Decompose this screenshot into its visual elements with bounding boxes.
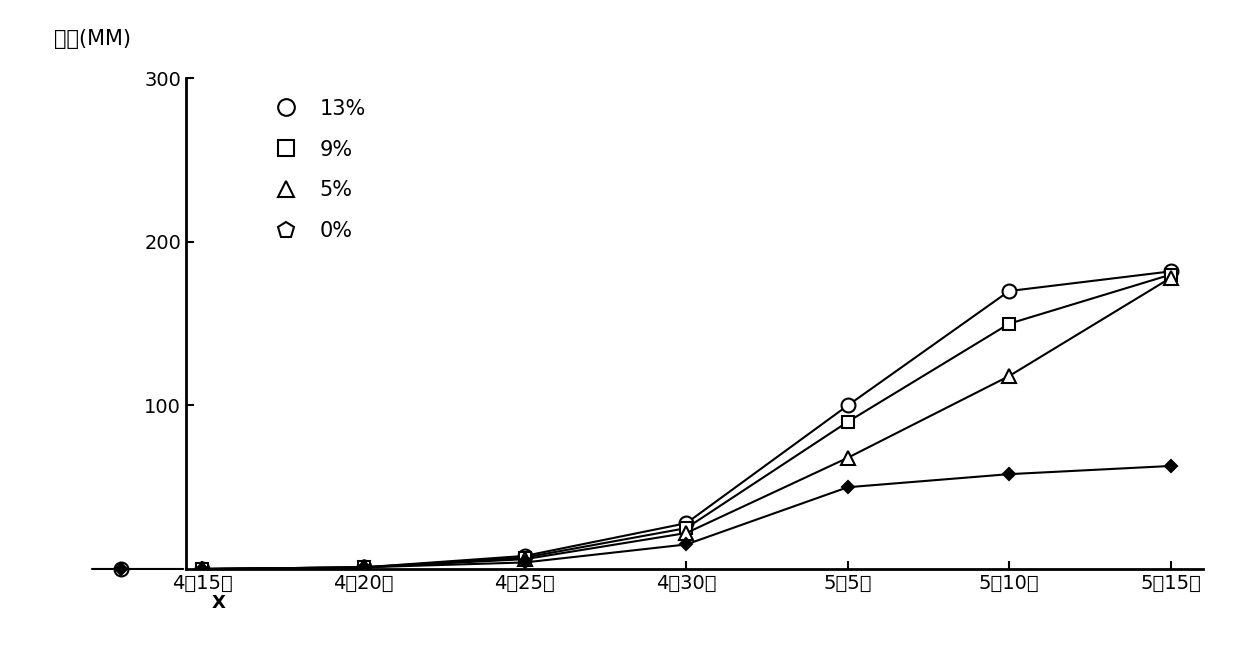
Text: 沉降(MM): 沉降(MM): [53, 29, 130, 49]
Legend: 13%, 9%, 5%, 0%: 13%, 9%, 5%, 0%: [278, 99, 366, 241]
Text: X: X: [211, 594, 226, 611]
